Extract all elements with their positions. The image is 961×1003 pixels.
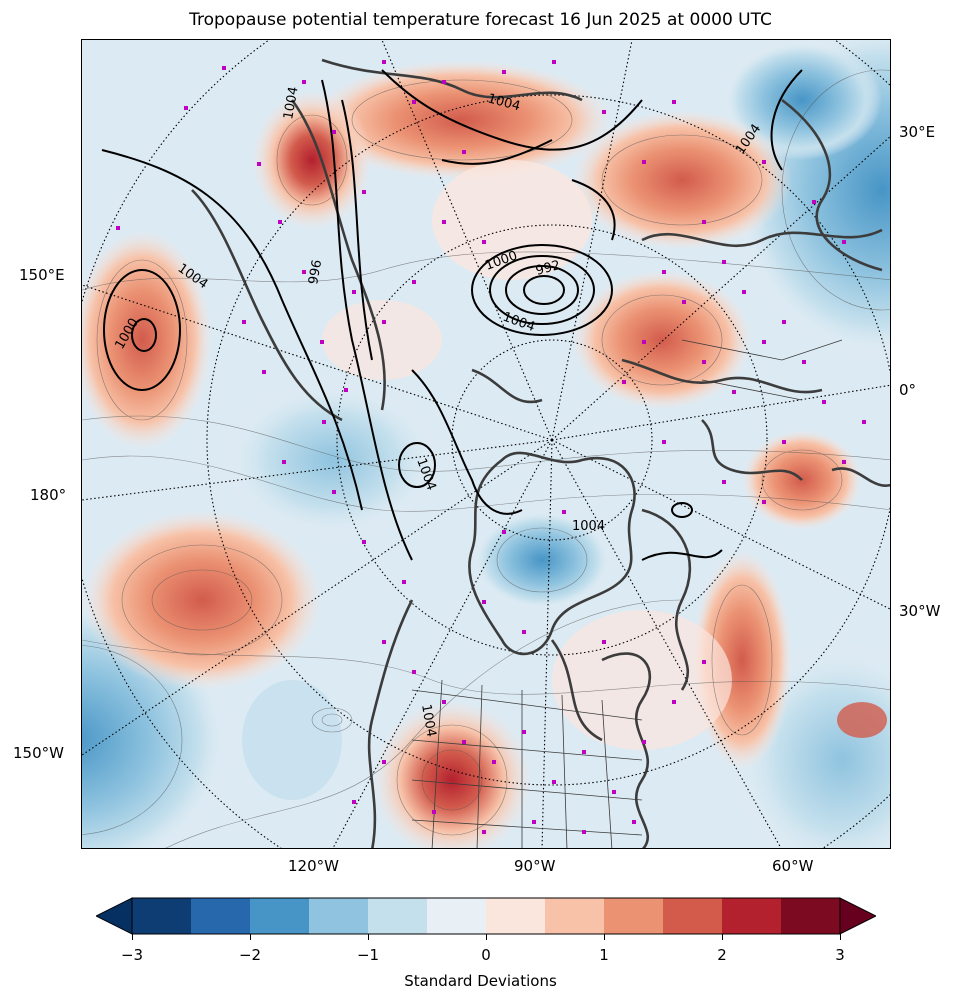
lon-label-0: 0°: [899, 381, 917, 399]
anomaly-fill-layer: [82, 40, 890, 848]
colorbar-segment: [250, 898, 310, 934]
colorbar: [96, 897, 876, 935]
map-panel[interactable]: 1004 1004 1004 1000 1000 992 1004 996 10…: [81, 39, 891, 849]
observation-markers: [116, 60, 866, 834]
colorbar-tick-label: −2: [238, 946, 262, 964]
lon-label-150w: 150°W: [13, 744, 64, 762]
colorbar-segment: [191, 898, 251, 934]
coastlines: [191, 58, 890, 848]
colorbar-segment: [132, 898, 192, 934]
graticule: [82, 40, 890, 848]
colorbar-tick-mark: [249, 934, 251, 940]
political-borders: [411, 339, 843, 848]
pressure-label: 1004: [281, 85, 302, 120]
colorbar-segment: [722, 898, 782, 934]
colorbar-segment: [486, 898, 546, 934]
lon-label-30e: 30°E: [899, 123, 936, 141]
colorbar-tick-mark: [603, 934, 605, 940]
pressure-label: 992: [534, 258, 562, 279]
pressure-label: 996: [306, 259, 325, 286]
colorbar-segment: [545, 898, 605, 934]
colorbar-tick-label: −1: [356, 946, 380, 964]
colorbar-tick-label: −3: [120, 946, 144, 964]
colorbar-tick-mark: [721, 934, 723, 940]
colorbar-tick-label: 2: [717, 946, 727, 964]
colorbar-tick-label: 3: [835, 946, 845, 964]
lon-label-60w: 60°W: [772, 857, 814, 875]
pressure-contours: [101, 69, 803, 561]
colorbar-extend-high: [839, 897, 876, 935]
colorbar-tick-mark: [367, 934, 369, 940]
lon-label-90w: 90°W: [514, 857, 556, 875]
lon-label-150e: 150°E: [19, 266, 65, 284]
pressure-label: 1004: [572, 519, 605, 534]
anomaly-contours: [82, 69, 890, 848]
colorbar-label: Standard Deviations: [404, 972, 557, 990]
colorbar-tick-mark: [485, 934, 487, 940]
colorbar-tick-label: 0: [481, 946, 491, 964]
colorbar-segment: [309, 898, 369, 934]
lon-label-30w: 30°W: [899, 602, 941, 620]
colorbar-segment: [663, 898, 723, 934]
colorbar-segment: [427, 898, 487, 934]
colorbar-tick-mark: [839, 934, 841, 940]
colorbar-segment: [781, 898, 841, 934]
lon-label-120w: 120°W: [288, 857, 339, 875]
lon-label-180: 180°: [30, 486, 67, 504]
colorbar-segment: [604, 898, 664, 934]
colorbar-tick-label: 1: [599, 946, 609, 964]
colorbar-segment: [368, 898, 428, 934]
pressure-label: 1004: [418, 703, 439, 738]
colorbar-extend-low: [96, 897, 133, 935]
colorbar-segments: [132, 898, 841, 934]
map-svg: 1004 1004 1004 1000 1000 992 1004 996 10…: [82, 40, 890, 848]
chart-title: Tropopause potential temperature forecas…: [189, 10, 772, 30]
colorbar-tick-mark: [131, 934, 133, 940]
